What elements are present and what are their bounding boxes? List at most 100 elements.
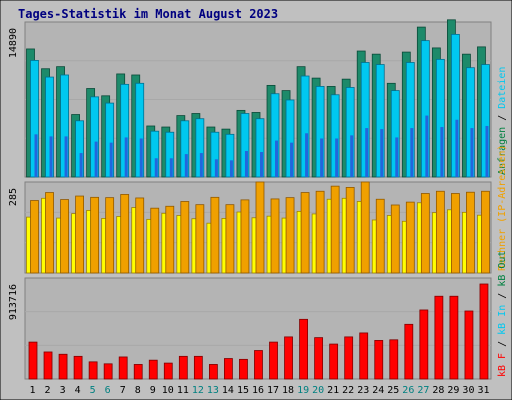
legend-part-traffic: / — [497, 287, 508, 305]
y-max-label-requests: 14890 — [8, 28, 19, 58]
bar-kb-day-31 — [479, 283, 489, 380]
bar-rechner-day-22 — [345, 187, 355, 274]
x-tick-day-13: 13 — [207, 385, 219, 396]
bar-seiten-day-10 — [169, 158, 173, 177]
bar-seiten-day-20 — [320, 138, 324, 177]
y-max-labels: 14890 285 913716 — [8, 28, 19, 320]
bar-kb-day-29 — [449, 295, 459, 380]
legend-part-traffic: kB Out — [497, 251, 508, 287]
bar-kb-day-11 — [178, 355, 188, 380]
bar-seiten-day-28 — [440, 127, 444, 177]
bar-seiten-day-17 — [275, 140, 279, 177]
legend-part-requests: / — [497, 109, 508, 127]
bar-rechner-day-13 — [210, 196, 220, 274]
bar-seiten-day-12 — [199, 153, 203, 177]
legend-label-hosts: Rechner (IP-Adressen) — [497, 145, 508, 271]
bar-kb-day-7 — [118, 356, 128, 380]
bar-seiten-day-29 — [455, 119, 459, 177]
bar-kb-day-8 — [133, 364, 143, 380]
bar-rechner-day-6 — [105, 197, 115, 274]
x-tick-day-9: 9 — [150, 385, 156, 396]
bar-seiten-day-6 — [109, 142, 113, 177]
bar-kb-day-28 — [434, 295, 444, 380]
bar-kb-day-22 — [344, 336, 354, 380]
x-tick-day-17: 17 — [267, 385, 279, 396]
bar-kb-day-26 — [404, 323, 414, 380]
bar-kb-day-6 — [103, 363, 113, 380]
bar-rechner-day-10 — [165, 205, 175, 274]
x-tick-day-3: 3 — [60, 385, 66, 396]
bar-kb-day-21 — [329, 343, 339, 380]
bar-seiten-day-3 — [64, 136, 68, 177]
bar-seiten-day-30 — [470, 128, 474, 177]
bar-kb-day-10 — [163, 362, 173, 380]
bar-rechner-day-11 — [180, 201, 190, 274]
x-tick-day-29: 29 — [447, 385, 459, 396]
bar-kb-day-20 — [314, 337, 324, 380]
bar-rechner-day-27 — [420, 193, 430, 274]
x-tick-day-22: 22 — [342, 385, 354, 396]
bar-rechner-day-12 — [195, 204, 205, 274]
bar-kb-day-16 — [254, 350, 263, 380]
x-tick-day-8: 8 — [135, 385, 141, 396]
legend-part-traffic: kB F — [497, 353, 508, 377]
legend-part-traffic: / — [497, 335, 508, 353]
bar-seiten-day-21 — [335, 138, 339, 177]
bar-rechner-day-28 — [435, 190, 445, 274]
x-tick-day-11: 11 — [177, 385, 189, 396]
bar-seiten-day-19 — [305, 133, 309, 177]
bar-rechner-day-2 — [45, 192, 54, 274]
bar-seiten-day-24 — [380, 129, 384, 177]
bar-kb-day-27 — [419, 309, 429, 380]
y-max-label-hosts: 285 — [8, 188, 19, 206]
bar-kb-day-5 — [88, 361, 98, 380]
x-tick-day-23: 23 — [357, 385, 369, 396]
bar-seiten-day-7 — [124, 137, 128, 177]
bar-seiten-day-15 — [244, 150, 248, 177]
chart-title: Tages-Statistik im Monat August 2023 — [18, 7, 278, 21]
bar-kb-day-9 — [148, 359, 158, 380]
x-tick-day-26: 26 — [402, 385, 414, 396]
bar-seiten-day-26 — [410, 128, 414, 177]
x-tick-day-18: 18 — [282, 385, 294, 396]
bar-rechner-day-7 — [120, 194, 130, 274]
x-tick-day-10: 10 — [162, 385, 174, 396]
y-max-label-traffic: 913716 — [8, 284, 19, 320]
bar-kb-day-1 — [28, 341, 38, 380]
x-tick-day-27: 27 — [417, 385, 429, 396]
x-tick-day-7: 7 — [120, 385, 126, 396]
bar-kb-day-3 — [58, 353, 68, 380]
x-tick-day-31: 31 — [477, 385, 489, 396]
x-tick-day-28: 28 — [432, 385, 444, 396]
legend-part-hosts: Rechner (IP-Adressen) — [497, 145, 508, 271]
x-tick-day-14: 14 — [222, 385, 234, 396]
bar-seiten-day-4 — [79, 153, 83, 177]
bar-rechner-day-25 — [390, 204, 400, 274]
x-tick-day-4: 4 — [75, 385, 81, 396]
bar-rechner-day-18 — [285, 197, 295, 274]
x-tick-day-5: 5 — [90, 385, 96, 396]
legend-label-traffic: kB F / kB In / kB Out — [497, 251, 508, 377]
bar-kb-day-18 — [284, 336, 293, 380]
bar-seiten-day-18 — [290, 142, 294, 177]
bar-rechner-day-15 — [240, 199, 250, 274]
bar-seiten-day-8 — [139, 138, 143, 177]
x-tick-day-6: 6 — [105, 385, 111, 396]
bar-kb-day-23 — [359, 332, 369, 380]
bar-seiten-day-2 — [49, 136, 53, 177]
x-tick-day-21: 21 — [327, 385, 339, 396]
bar-rechner-day-24 — [375, 198, 385, 274]
bar-kb-day-12 — [193, 355, 203, 380]
bar-seiten-day-9 — [154, 158, 158, 177]
bar-seiten-day-23 — [365, 128, 369, 177]
bar-seiten-day-5 — [94, 141, 98, 177]
bar-rechner-day-3 — [60, 199, 69, 274]
bar-kb-day-13 — [208, 364, 218, 380]
x-tick-day-1: 1 — [30, 385, 36, 396]
bar-seiten-day-31 — [485, 125, 489, 177]
bar-rechner-day-9 — [150, 207, 160, 274]
bar-kb-day-25 — [389, 339, 399, 380]
bar-rechner-day-5 — [90, 196, 100, 274]
